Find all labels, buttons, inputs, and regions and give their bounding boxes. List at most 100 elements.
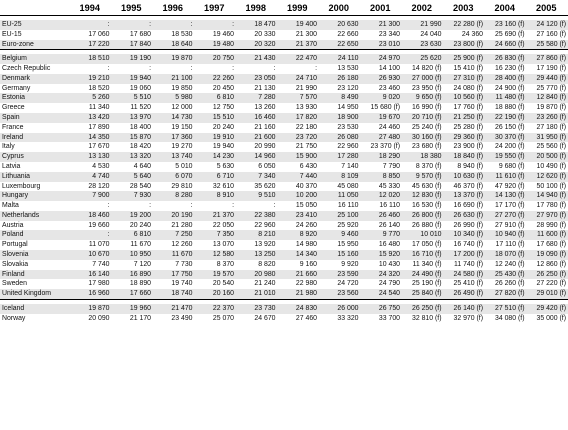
table-row: Finland 16 140 16 890 17 750 19 570 20 980 21 … xyxy=(0,269,568,280)
table-cell: 24 120 (f) xyxy=(526,20,568,30)
table-cell: 21 600 xyxy=(236,132,278,143)
table-row: Denmark 19 210 19 940 21 100 22 260 23 050 24 … xyxy=(0,73,568,84)
table-cell: 10 950 xyxy=(111,249,153,260)
table-cell: 18 420 xyxy=(129,143,151,151)
table-cell: : xyxy=(273,202,276,210)
table-cell: 16 740 (f) xyxy=(453,241,484,249)
table-cell: 22 260 xyxy=(194,73,236,84)
table-cell: 18 290 xyxy=(360,152,402,162)
table-cell: 7 440 xyxy=(277,171,319,182)
table-cell: 26 140 (f) xyxy=(443,303,485,314)
table-cell: 22 050 xyxy=(212,221,234,229)
table-cell: 6 430 xyxy=(299,162,317,170)
table-cell: 24 540 xyxy=(360,289,402,300)
table-cell: 17 980 xyxy=(88,280,110,288)
table-cell: : xyxy=(273,65,276,73)
table-cell: 6 050 xyxy=(258,162,276,170)
table-cell: 10 670 xyxy=(70,249,112,260)
table-cell: 32 810 (f) xyxy=(412,314,442,322)
table-cell: 20 240 xyxy=(129,221,151,229)
table-cell: 26 830 (f) xyxy=(485,54,527,65)
table-cell: 10 200 xyxy=(277,191,319,202)
table-cell: 11 050 xyxy=(319,191,361,202)
table-row: Latvia 4 530 4 640 5 010 5 630 6 050 6 430 7 14… xyxy=(0,162,568,172)
table-cell: 25 280 (f) xyxy=(453,123,484,131)
table-cell: 8 940 (f) xyxy=(457,162,483,170)
table-cell: 20 240 xyxy=(212,123,234,131)
table-cell: 22 660 xyxy=(337,30,359,38)
table-cell: 23 410 xyxy=(277,210,319,221)
table-cell: 24 710 xyxy=(277,73,319,84)
table-cell: 26 630 (f) xyxy=(443,210,485,221)
table-cell: 21 300 xyxy=(295,30,317,38)
table-cell: 25 100 xyxy=(319,210,361,221)
table-cell: 35 620 xyxy=(254,182,276,190)
table-cell: 28 400 (f) xyxy=(485,73,527,84)
table-cell: 7 570 xyxy=(277,93,319,104)
table-cell: 18 070 (f) xyxy=(485,249,527,260)
table-cell: 8 280 xyxy=(153,191,195,202)
table-cell: 26 140 xyxy=(378,221,400,229)
table-cell: 14 350 xyxy=(70,132,112,143)
table-cell: 33 320 xyxy=(337,314,359,322)
table-cell: 23 680 (f) xyxy=(412,143,442,151)
table-cell: 22 190 (f) xyxy=(485,113,527,123)
table-cell: 23 370 (f) xyxy=(370,143,401,151)
table-cell: 23 630 xyxy=(402,39,444,50)
table-cell: 45 080 xyxy=(337,182,359,190)
table-row: Malta::::: 15 050 16 110 16 110 16 530 (f) 16… xyxy=(0,201,568,211)
table-cell: 18 640 xyxy=(153,39,195,50)
table-cell: 26 990 (f) xyxy=(453,221,484,229)
table-cell: 17 110 (f) xyxy=(495,241,525,249)
table-cell: 25 240 (f) xyxy=(412,123,442,131)
table-cell: 16 110 xyxy=(337,202,359,210)
table-cell: 11 340 (f) xyxy=(412,260,442,268)
table-cell: 23 340 xyxy=(378,30,400,38)
row-label: Estonia xyxy=(0,93,70,104)
table-cell: 32 610 xyxy=(212,182,234,190)
table-cell: 25 920 xyxy=(337,221,359,229)
table-cell: 7 930 xyxy=(111,191,153,202)
table-cell: 29 440 (f) xyxy=(526,73,568,84)
table-cell: 20 500 (f) xyxy=(526,152,568,162)
table-cell: 6 070 xyxy=(153,171,195,182)
table-cell: 12 860 (f) xyxy=(536,260,567,268)
table-cell: 8 210 xyxy=(236,230,278,241)
table-cell: 18 890 xyxy=(129,280,151,288)
table-cell: 28 990 (f) xyxy=(536,221,567,229)
table-cell: 27 160 (f) xyxy=(536,30,567,38)
row-label: Iceland xyxy=(0,303,70,314)
table-cell: : xyxy=(194,20,236,30)
table-cell: 4 530 xyxy=(92,162,110,170)
table-cell: 14 230 xyxy=(194,152,236,162)
table-cell: 13 740 xyxy=(153,152,195,162)
table-cell: 21 160 xyxy=(254,123,276,131)
table-cell: 19 910 xyxy=(194,132,236,143)
table-cell: 11 070 xyxy=(88,241,110,249)
separator-line xyxy=(0,49,568,55)
table-cell: 16 110 xyxy=(379,202,400,210)
table-cell: 23 260 (f) xyxy=(526,113,568,123)
table-cell: 16 230 (f) xyxy=(495,65,525,73)
row-label: Poland xyxy=(0,230,70,241)
table-cell: 26 490 (f) xyxy=(443,289,485,300)
table-cell: 11 670 xyxy=(153,249,195,260)
table-cell: 27 180 (f) xyxy=(536,123,567,131)
column-header-year: 1999 xyxy=(277,0,319,16)
table-cell: 7 280 xyxy=(236,93,278,104)
table-cell: 17 840 xyxy=(111,39,153,50)
table-cell: 27 220 (f) xyxy=(536,280,567,288)
table-cell: 11 610 (f) xyxy=(485,171,527,182)
table-cell: 5 980 xyxy=(153,93,195,104)
table-row: Luxembourg 28 120 28 540 29 810 32 610 35 620… xyxy=(0,182,568,192)
table-cell: 13 260 xyxy=(254,104,276,112)
table-cell: : xyxy=(107,202,110,210)
row-label: Austria xyxy=(2,221,24,229)
table-cell: 8 910 xyxy=(194,191,236,202)
table-cell: 24 830 xyxy=(277,303,319,314)
table-row: Spain 13 420 13 970 14 730 15 510 16 460 17 82… xyxy=(0,113,568,123)
table-cell: 21 170 xyxy=(129,314,151,322)
table-row: EU-15 17 060 17 680 18 530 19 460 20 330 21 30… xyxy=(0,30,568,40)
table-cell: 4 640 xyxy=(133,162,151,170)
table-cell: 8 920 xyxy=(277,230,319,241)
